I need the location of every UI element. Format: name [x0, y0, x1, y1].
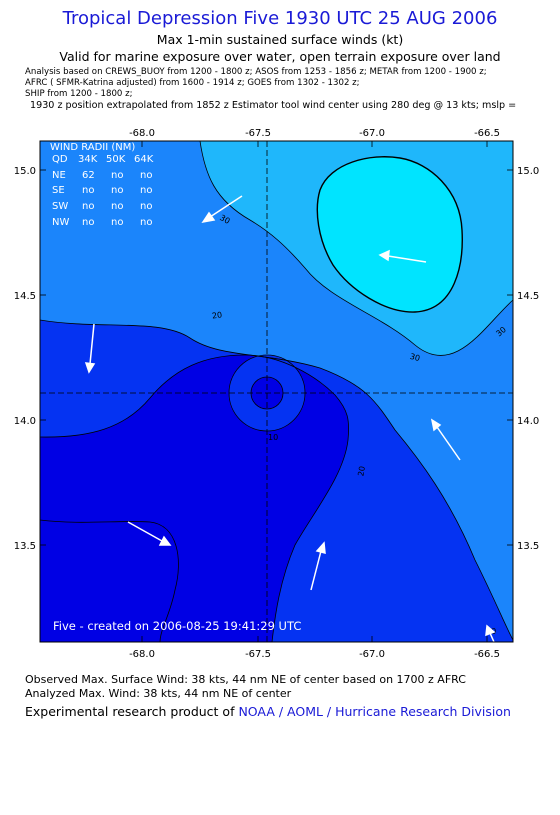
analysis-note-line: Analysis based on CREWS_BUOY from 1200 -…: [25, 67, 487, 77]
map-subtitle: Max 1-min sustained surface winds (kt): [156, 32, 404, 47]
wind-radii-cell: no: [111, 170, 123, 181]
wind-radii-cell: NW: [52, 217, 69, 228]
observed-max-wind: Observed Max. Surface Wind: 38 kts, 44 n…: [25, 673, 466, 686]
wind-analysis-map: 30 20 30 30 10 20 20 WIND RADII (NM) QD …: [14, 128, 540, 657]
contour-40kt: [316, 156, 463, 313]
credit-prefix: Experimental research product of: [25, 704, 239, 719]
wind-arrow: [310, 541, 326, 591]
credit-org-link[interactable]: NOAA / AOML / Hurricane Research Divisio…: [238, 704, 511, 719]
wind-radii-header: QD: [52, 154, 68, 165]
wind-radii-header: 34K: [78, 154, 98, 165]
contour-label: 20: [356, 465, 367, 477]
wind-radii-cell: SE: [52, 185, 65, 196]
wind-radii-cell: NE: [52, 170, 66, 181]
wind-radii-cell: no: [111, 217, 123, 228]
position-note: 1930 z position extrapolated from 1852 z…: [30, 100, 517, 111]
wind-band-b40: [317, 156, 463, 313]
wind-arrow: [201, 195, 243, 224]
wind-vectors: [84, 195, 496, 643]
wind-radii-cell: SW: [52, 201, 68, 212]
analysis-note-line: AFRC ( SFMR-Katrina adjusted) from 1600 …: [25, 78, 360, 89]
lat-tick-label-right: 14.0: [517, 416, 539, 427]
lat-tick-label-left: 15.0: [14, 166, 36, 177]
lat-tick-label-right: 15.0: [517, 166, 539, 177]
contour-20kt: [40, 319, 513, 641]
wind-radii-cell: no: [140, 201, 152, 212]
wind-radii-cell: no: [140, 185, 152, 196]
contour-sw-lobe: [40, 519, 179, 642]
wind-radii-title: WIND RADII (NM): [50, 142, 135, 153]
lat-tick-label-right: 13.5: [517, 541, 539, 552]
lat-tick-label-left: 14.0: [14, 416, 36, 427]
wind-arrow: [84, 323, 96, 374]
wind-arrow: [430, 418, 461, 461]
created-stamp: Five - created on 2006-08-25 19:41:29 UT…: [53, 619, 301, 633]
lon-tick-label-top: -67.5: [245, 128, 271, 139]
wind-field: [40, 141, 513, 642]
contour-label: 30: [218, 213, 231, 226]
plot-frame: [39, 140, 514, 643]
exposure-note: Valid for marine exposure over water, op…: [59, 49, 501, 64]
credit-line: Experimental research product of NOAA / …: [25, 704, 511, 719]
wind-radii-cell: no: [111, 201, 123, 212]
lon-tick-label-top: -66.5: [474, 128, 500, 139]
wind-arrow: [485, 624, 496, 643]
wind-radii-cell: no: [82, 217, 94, 228]
contour-label: 10: [268, 433, 278, 442]
tick-marks: [40, 141, 513, 642]
wind-radii-cell: no: [82, 201, 94, 212]
lon-tick-label-bottom: -66.5: [474, 649, 500, 657]
wind-radii-cell: no: [140, 170, 152, 181]
analyzed-max-wind: Analyzed Max. Wind: 38 kts, 44 nm NE of …: [25, 687, 292, 700]
center-crosshair: [40, 141, 513, 642]
lon-tick-label-top: -67.0: [359, 128, 385, 139]
lon-tick-label-bottom: -67.0: [359, 649, 385, 657]
wind-arrow: [127, 521, 172, 546]
lat-tick-label-left: 13.5: [14, 541, 36, 552]
contour-30kt: [199, 141, 513, 356]
wind-arrow: [378, 249, 427, 263]
wind-band-lobe: [40, 520, 179, 642]
contour-label: 20: [211, 310, 222, 320]
wind-radii-cell: no: [111, 185, 123, 196]
wind-radii-header: 64K: [134, 154, 154, 165]
lon-tick-label-bottom: -67.5: [245, 649, 271, 657]
map-title: Tropical Depression Five 1930 UTC 25 AUG…: [62, 8, 498, 29]
contour-10kt: [40, 354, 350, 642]
wind-radii-header: 50K: [106, 154, 126, 165]
analysis-notes: Analysis based on CREWS_BUOY from 1200 -…: [25, 67, 487, 101]
wind-radii-cell: no: [140, 217, 152, 228]
lat-tick-label-left: 14.5: [14, 291, 36, 302]
lon-tick-label-top: -68.0: [129, 128, 155, 139]
lon-tick-label-bottom: -68.0: [129, 649, 155, 657]
wind-radii-cell: 62: [82, 170, 95, 181]
contour-label: 30: [409, 352, 421, 363]
wind-radii-table: WIND RADII (NM) QD 34K 50K 64K NE 62 no …: [50, 142, 154, 228]
analysis-note-line: SHIP from 1200 - 1800 z;: [25, 89, 133, 100]
wind-radii-cell: no: [82, 185, 94, 196]
lat-tick-label-right: 14.5: [517, 291, 539, 302]
